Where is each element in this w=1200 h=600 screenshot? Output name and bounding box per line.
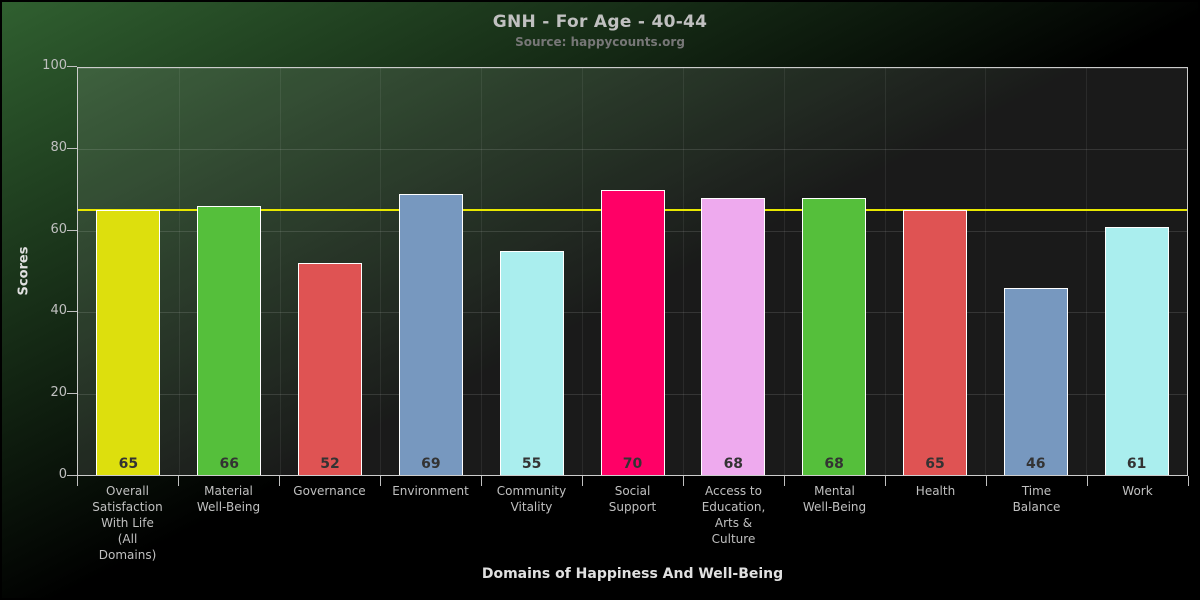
gridline-vertical [178, 68, 180, 475]
y-tick-mark [67, 147, 77, 149]
x-axis-title: Domains of Happiness And Well-Being [481, 566, 784, 582]
category-label: Mental Well-Being [802, 484, 867, 514]
gridline-horizontal [78, 149, 1187, 151]
bar-value-label: 65 [118, 456, 139, 472]
category-label: Access to Education, Arts & Culture [701, 484, 766, 546]
x-tick-mark [77, 476, 78, 486]
bar-value-label: 61 [1126, 456, 1147, 472]
x-tick-mark [481, 476, 482, 486]
y-tick-label: 40 [50, 303, 67, 319]
bar-2[interactable]: 52 [298, 263, 363, 475]
x-tick-mark [1188, 476, 1189, 486]
gridline-vertical [481, 68, 483, 475]
gridline-vertical [582, 68, 584, 475]
y-tick-label: 0 [58, 467, 67, 482]
gridline-vertical [783, 68, 785, 475]
x-tick-mark [279, 476, 280, 486]
bar-5[interactable]: 70 [600, 190, 665, 475]
category-label: Material Well-Being [196, 484, 261, 514]
bar-value-label: 69 [421, 456, 441, 472]
y-tick-label: 80 [50, 139, 67, 155]
y-tick-mark [67, 393, 77, 395]
x-tick-mark [784, 476, 785, 486]
y-tick-label: 60 [50, 221, 67, 237]
bar-9[interactable]: 46 [1003, 287, 1068, 475]
bar-value-label: 66 [219, 456, 239, 472]
bar-3[interactable]: 69 [398, 194, 463, 475]
category-label: Overall Satisfaction With Life (All Doma… [92, 484, 163, 562]
bar-value-label: 55 [521, 456, 542, 472]
y-tick-mark [67, 66, 77, 67]
bar-value-label: 65 [925, 456, 945, 472]
bar-10[interactable]: 61 [1104, 226, 1169, 475]
x-tick-mark [178, 476, 179, 486]
bar-value-label: 52 [320, 456, 340, 472]
category-label: Environment [392, 484, 469, 498]
y-tick-mark [67, 311, 77, 313]
category-label: Social Support [608, 484, 657, 514]
chart-subtitle: Source: happycounts.org [515, 35, 685, 49]
y-axis-title: Scores [16, 246, 32, 296]
y-tick-label: 20 [50, 385, 67, 401]
y-tick-mark [67, 475, 77, 476]
x-tick-mark [582, 476, 583, 486]
x-tick-mark [986, 476, 987, 486]
bar-1[interactable]: 66 [197, 206, 262, 475]
category-label: Community Vitality [496, 484, 567, 514]
bar-value-label: 46 [1026, 456, 1046, 472]
bar-value-label: 68 [824, 456, 844, 472]
y-tick-mark [67, 229, 77, 231]
bar-4[interactable]: 55 [499, 251, 564, 475]
gridline-vertical [380, 68, 382, 475]
y-tick-label: 100 [42, 58, 67, 73]
x-tick-mark [1087, 476, 1088, 486]
x-tick-mark [885, 476, 886, 486]
chart-title: GNH - For Age - 40-44 [492, 12, 708, 32]
gridline-horizontal [78, 68, 1187, 69]
gridline-vertical [985, 68, 987, 475]
bar-0[interactable]: 65 [96, 210, 161, 475]
gridline-vertical [279, 68, 281, 475]
bar-6[interactable]: 68 [701, 198, 766, 475]
bar-8[interactable]: 65 [902, 210, 967, 475]
category-label: Governance [293, 484, 366, 498]
x-tick-mark [380, 476, 381, 486]
category-label: Time Balance [1012, 484, 1061, 514]
bar-value-label: 68 [723, 456, 744, 472]
category-label: Health [915, 484, 956, 498]
bar-value-label: 70 [622, 456, 643, 472]
category-label: Work [1122, 484, 1153, 498]
plot-area: 65 66 52 69 55 70 68 68 65 46 61 [77, 67, 1188, 476]
gridline-vertical [1086, 68, 1088, 475]
x-tick-mark [683, 476, 684, 486]
gridline-vertical [682, 68, 684, 475]
gridline-vertical [884, 68, 886, 475]
bar-7[interactable]: 68 [802, 198, 867, 475]
